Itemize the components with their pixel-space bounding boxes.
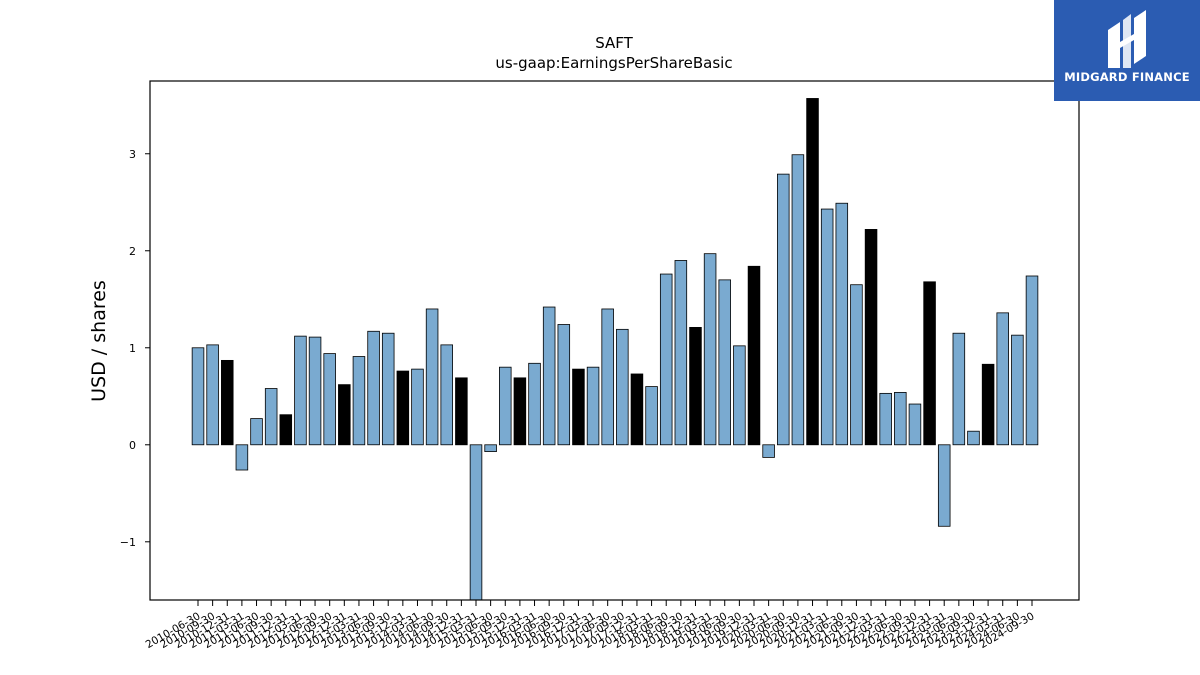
bar-2023-06-30 — [952, 332, 966, 446]
bars-group — [191, 98, 1039, 601]
bar-2024-06-30 — [1011, 334, 1024, 446]
bar-2012-09-30 — [323, 353, 336, 446]
y-tick-label: 1 — [129, 342, 136, 355]
bar-2014-06-30 — [425, 308, 439, 446]
bar-2019-09-30 — [733, 345, 746, 446]
bar-2016-03-31 — [528, 362, 541, 446]
y-axis-ticks: −1 0 1 2 3 — [120, 148, 150, 549]
bar-2021-09-30 — [850, 284, 863, 446]
bar-2011-12-31 — [279, 414, 293, 446]
y-tick-label: 0 — [129, 439, 136, 452]
bar-2020-06-30 — [777, 173, 790, 446]
bar-2017-12-31 — [630, 373, 644, 446]
bar-2011-03-31 — [235, 444, 249, 471]
y-tick-label: 2 — [129, 245, 136, 258]
bar-2021-12-31 — [864, 229, 878, 446]
bar-2022-12-31 — [923, 281, 936, 446]
bar-2015-06-30 — [484, 444, 497, 452]
bar-2017-09-30 — [616, 328, 629, 446]
bar-2012-03-31 — [294, 335, 307, 446]
bar-2018-09-30 — [674, 260, 688, 446]
watermark-brand: MIDGARD FINANCE — [1064, 70, 1190, 84]
chart-title: SAFT — [595, 34, 633, 52]
bar-2014-12-31 — [455, 377, 468, 446]
y-tick-label: 3 — [129, 148, 136, 161]
bar-2015-03-31 — [469, 444, 483, 601]
bar-2019-12-31 — [747, 265, 761, 446]
x-axis-ticks: 2010-06-302010-09-302010-12-312011-03-31… — [144, 600, 1037, 651]
bar-2020-09-30 — [791, 154, 805, 446]
bar-2019-03-31 — [703, 253, 717, 446]
bar-2023-03-31 — [937, 444, 951, 527]
plot-frame — [149, 80, 1080, 601]
bar-2018-06-30 — [659, 273, 673, 446]
bar-2013-09-30 — [381, 332, 395, 446]
bar-2021-03-31 — [820, 208, 834, 446]
bar-2015-12-31 — [513, 377, 527, 446]
bar-2023-09-30 — [967, 430, 980, 446]
watermark-logo: MIDGARD FINANCE — [1054, 0, 1200, 101]
bar-2022-09-30 — [908, 403, 922, 446]
bar-2016-09-30 — [557, 324, 571, 446]
bar-2018-03-31 — [645, 386, 658, 446]
bar-2014-09-30 — [440, 344, 453, 446]
bar-2022-03-31 — [879, 392, 892, 446]
bar-2024-03-31 — [996, 312, 1009, 446]
y-tick-label: −1 — [120, 536, 136, 549]
bar-2017-03-31 — [586, 366, 600, 446]
bar-2016-06-30 — [542, 306, 556, 446]
bar-2010-12-31 — [221, 359, 234, 446]
bar-2013-06-30 — [367, 330, 380, 446]
bar-2010-06-30 — [191, 347, 205, 446]
bar-2021-06-30 — [835, 202, 849, 446]
bar-2019-06-30 — [718, 279, 731, 446]
bar-2011-09-30 — [264, 388, 278, 446]
bar-2017-06-30 — [601, 308, 614, 446]
bar-2022-06-30 — [894, 391, 907, 446]
bar-2016-12-31 — [572, 368, 585, 446]
bar-2011-06-30 — [250, 418, 263, 446]
bar-2013-12-31 — [396, 370, 410, 446]
bar-2012-12-31 — [338, 384, 351, 446]
bar-2015-09-30 — [499, 366, 512, 446]
bar-2023-12-31 — [981, 363, 995, 446]
bar-2024-09-30 — [1025, 275, 1039, 446]
midgard-logo-icon — [1108, 10, 1146, 68]
bar-2020-03-31 — [762, 444, 775, 458]
bar-2010-09-30 — [206, 344, 219, 446]
chart-subtitle: us-gaap:EarningsPerShareBasic — [495, 54, 732, 72]
bar-2018-12-31 — [689, 326, 702, 446]
bar-2020-12-31 — [806, 98, 819, 446]
bar-2014-03-31 — [411, 368, 424, 446]
bar-2012-06-30 — [308, 336, 322, 446]
y-axis-label: USD / shares — [88, 280, 110, 402]
bar-2013-03-31 — [352, 356, 366, 446]
